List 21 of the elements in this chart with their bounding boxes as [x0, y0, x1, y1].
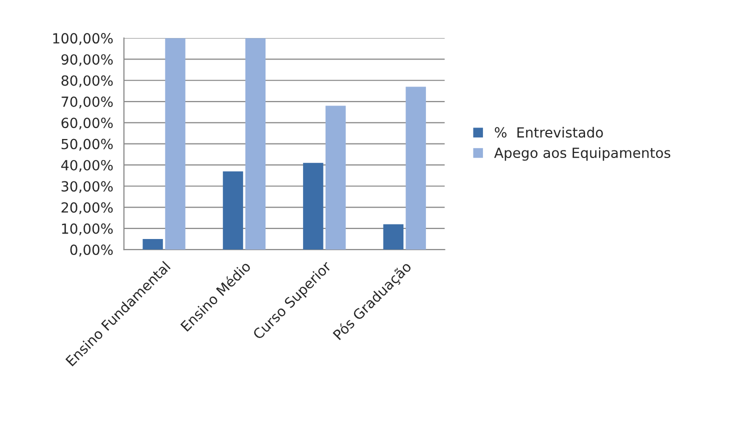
y-tick-label: 30,00% [62, 181, 113, 194]
y-tick-label: 10,00% [62, 223, 113, 236]
bar [245, 38, 266, 250]
bar [222, 171, 244, 250]
bar [383, 224, 404, 250]
bar [303, 162, 324, 250]
legend-label: % Entrevistado [494, 126, 603, 138]
y-tick-label: 100,00% [53, 33, 113, 45]
y-tick-label: 70,00% [62, 96, 113, 108]
y-tick-label: 20,00% [62, 202, 113, 214]
y-tick-label: 0,00% [70, 244, 113, 256]
bar [165, 38, 186, 250]
bar [326, 106, 346, 250]
y-tick-label: 60,00% [62, 118, 113, 130]
y-tick-label: 40,00% [61, 160, 113, 172]
y-tick-label: 90,00% [61, 54, 113, 66]
bar [406, 86, 426, 250]
y-tick-label: 50,00% [62, 138, 113, 151]
y-tick-label: 80,00% [61, 75, 113, 88]
bar [142, 238, 163, 250]
legend-label: Apego aos Equipamentos [494, 147, 670, 161]
